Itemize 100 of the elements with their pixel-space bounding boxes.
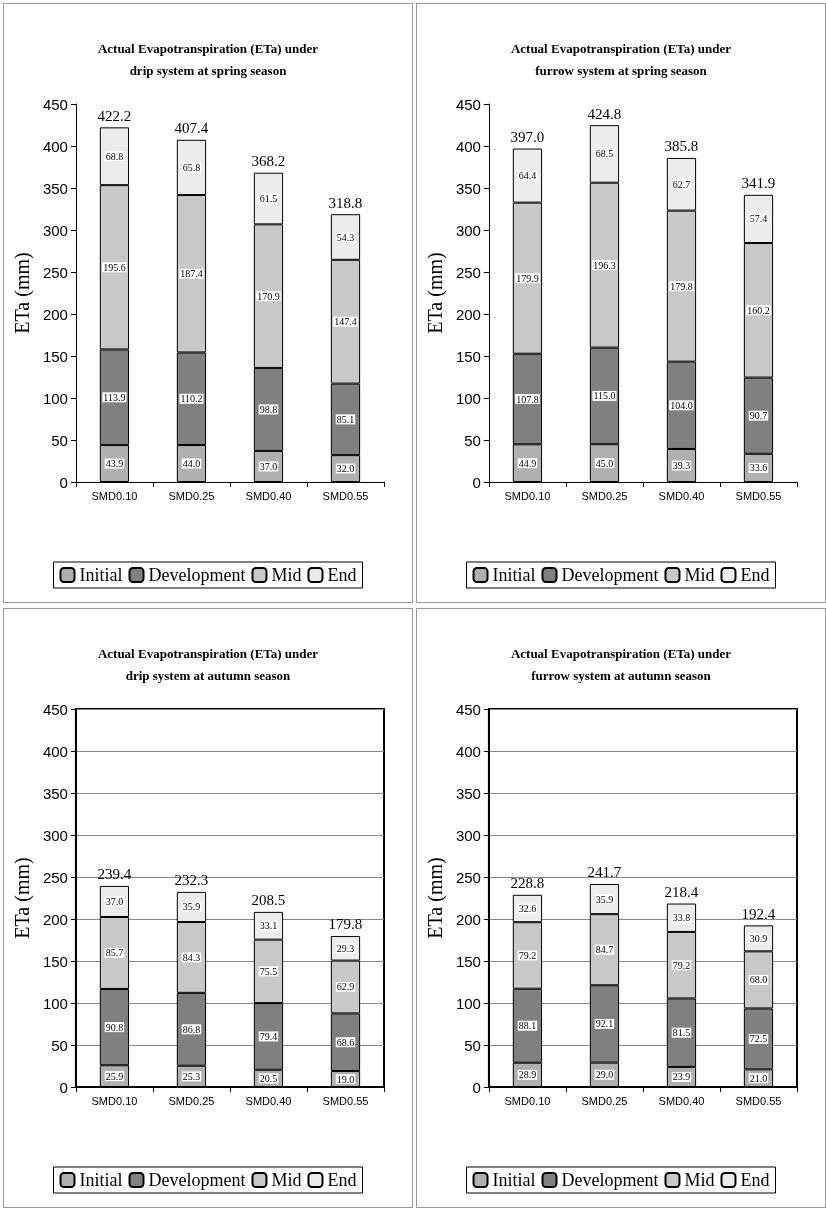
data-label: 90.7 [749, 410, 768, 422]
data-label: 115.0 [593, 390, 616, 402]
y-tick-label: 100 [455, 389, 481, 407]
y-tick-label: 300 [455, 826, 481, 844]
y-axis-title: ETa (mm) [424, 857, 447, 939]
total-label: 232.3 [174, 872, 209, 889]
total-label: 424.8 [587, 105, 622, 122]
y-tick-label: 450 [455, 95, 481, 113]
y-tick-label: 100 [42, 994, 68, 1012]
data-label: 84.3 [182, 951, 201, 963]
y-tick-label: 150 [455, 347, 481, 365]
data-label: 33.6 [749, 462, 768, 474]
y-tick-label: 450 [42, 95, 68, 113]
y-tick-label: 100 [42, 389, 68, 407]
data-label: 23.9 [672, 1071, 691, 1083]
x-tick-label: SMD0.25 [168, 1094, 215, 1107]
x-tick-label: SMD0.40 [658, 489, 705, 502]
data-label: 147.4 [334, 316, 357, 328]
data-label: 79.4 [259, 1030, 278, 1042]
data-label: 88.1 [518, 1020, 537, 1032]
data-label: 68.6 [336, 1036, 355, 1048]
total-label: 318.8 [328, 194, 363, 211]
data-label: 37.0 [105, 895, 124, 907]
data-label: 54.3 [336, 231, 355, 243]
data-label: 29.3 [336, 942, 355, 954]
x-tick-label: SMD0.55 [735, 489, 782, 502]
total-label: 422.2 [97, 107, 132, 124]
data-label: 79.2 [672, 959, 691, 971]
data-label: 110.2 [180, 393, 203, 405]
data-label: 29.0 [595, 1069, 614, 1081]
data-label: 160.2 [747, 304, 770, 316]
y-tick-label: 350 [455, 784, 481, 802]
total-label: 239.4 [97, 866, 132, 883]
legend-label: End [327, 565, 357, 585]
data-label: 81.5 [672, 1027, 691, 1039]
legend-label: Development [148, 565, 246, 585]
y-tick-label: 350 [455, 179, 481, 197]
legend-label: End [740, 565, 770, 585]
total-label: 397.0 [510, 129, 545, 146]
y-tick-label: 400 [42, 137, 68, 155]
data-label: 35.9 [182, 901, 201, 913]
data-label: 179.9 [516, 272, 539, 284]
data-label: 65.8 [182, 161, 201, 173]
data-label: 19.0 [336, 1073, 355, 1085]
y-tick-label: 0 [59, 1078, 68, 1096]
total-label: 192.4 [741, 905, 776, 922]
y-tick-label: 150 [455, 952, 481, 970]
x-tick-label: SMD0.40 [245, 1094, 292, 1107]
data-label: 35.9 [595, 893, 614, 905]
y-tick-label: 50 [464, 1036, 481, 1054]
y-tick-label: 400 [455, 742, 481, 760]
data-label: 92.1 [595, 1018, 614, 1030]
y-tick-label: 400 [455, 137, 481, 155]
total-label: 241.7 [587, 864, 622, 881]
data-label: 179.8 [670, 280, 693, 292]
x-tick-label: SMD0.25 [168, 489, 215, 502]
x-tick-label: SMD0.55 [322, 1094, 369, 1107]
legend-label: Mid [684, 565, 715, 585]
chart-title: Actual Evapotranspiration (ETa) under furrow system at spring season [510, 40, 732, 78]
legend-label: Initial [79, 1170, 123, 1190]
legend-label: Mid [271, 565, 302, 585]
data-label: 107.8 [516, 393, 539, 405]
data-label: 86.8 [182, 1023, 201, 1035]
legend-label: Initial [492, 1170, 536, 1190]
legend-label: End [740, 1170, 770, 1190]
y-tick-label: 200 [42, 910, 68, 928]
data-label: 85.1 [336, 413, 355, 425]
chart-title: Actual Evapotranspiration (ETa) under drip system at spring season [97, 40, 319, 78]
x-tick-label: SMD0.40 [245, 489, 292, 502]
total-label: 341.9 [741, 175, 776, 192]
data-label: 20.5 [259, 1072, 278, 1084]
data-label: 45.0 [595, 457, 614, 469]
data-label: 25.3 [182, 1070, 201, 1082]
data-label: 90.8 [105, 1021, 124, 1033]
x-tick-label: SMD0.10 [91, 1094, 138, 1107]
data-label: 62.9 [336, 981, 355, 993]
x-tick-label: SMD0.10 [504, 489, 551, 502]
y-tick-label: 250 [455, 868, 481, 886]
data-label: 37.0 [259, 460, 278, 472]
y-tick-label: 350 [42, 784, 68, 802]
legend-label: End [327, 1170, 357, 1190]
y-tick-label: 200 [455, 910, 481, 928]
total-label: 218.4 [664, 884, 699, 901]
data-label: 32.6 [518, 903, 537, 914]
data-label: 39.3 [672, 459, 691, 471]
data-label: 33.8 [672, 912, 691, 924]
data-label: 44.9 [518, 457, 537, 469]
y-tick-label: 250 [42, 263, 68, 281]
total-label: 385.8 [664, 138, 699, 155]
x-tick-label: SMD0.25 [581, 489, 628, 502]
data-label: 187.4 [180, 268, 203, 280]
legend-label: Development [148, 1170, 246, 1190]
y-tick-label: 300 [42, 221, 68, 239]
total-label: 407.4 [174, 120, 209, 137]
chart-title: Actual Evapotranspiration (ETa) under drip system at autumn season [97, 645, 319, 683]
data-label: 195.6 [103, 261, 126, 273]
chart-title: Actual Evapotranspiration (ETa) under furrow system at autumn season [510, 645, 732, 683]
data-label: 32.0 [336, 463, 355, 475]
data-label: 62.7 [672, 178, 691, 190]
legend-label: Initial [492, 565, 536, 585]
